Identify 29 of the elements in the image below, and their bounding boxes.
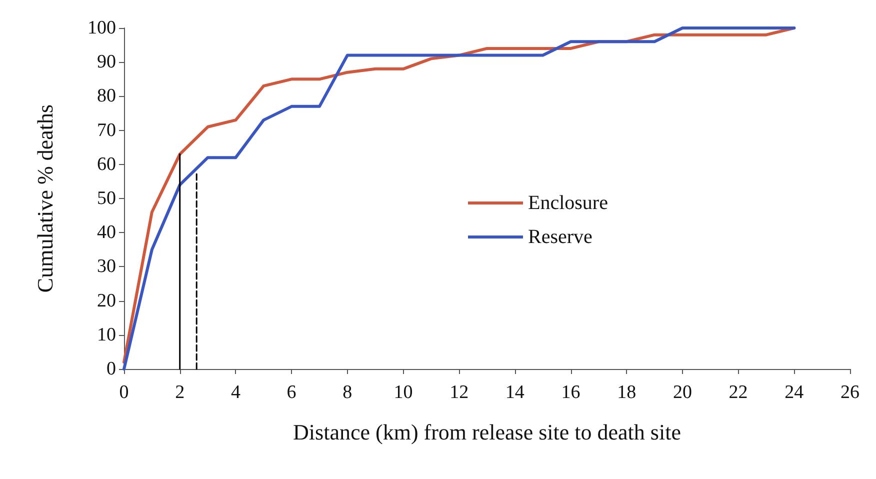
y-tick-label: 70: [97, 120, 116, 141]
x-tick-label: 6: [286, 382, 296, 403]
x-tick-label: 18: [617, 382, 636, 403]
y-tick-label: 30: [97, 256, 116, 278]
y-tick-label: 40: [97, 222, 116, 244]
x-tick-label: 24: [784, 382, 804, 403]
y-tick-label: 10: [97, 324, 116, 346]
legend-label: Reserve: [528, 226, 593, 248]
y-tick-label: 20: [97, 290, 116, 312]
y-tick-label: 80: [97, 86, 116, 107]
y-tick-label: 100: [88, 18, 116, 38]
x-tick-label: 22: [728, 382, 748, 403]
y-tick-label: 90: [97, 52, 116, 73]
x-tick-label: 4: [230, 382, 241, 403]
x-tick-label: 16: [561, 382, 580, 403]
x-tick-label: 10: [394, 382, 413, 403]
x-tick-label: 14: [505, 382, 525, 403]
x-tick-label: 0: [119, 382, 129, 403]
y-tick-label: 50: [97, 188, 116, 209]
x-tick-label: 26: [840, 382, 860, 403]
y-axis-title: Cumulative % deaths: [32, 104, 58, 293]
y-tick-label: 0: [106, 358, 116, 380]
x-tick-label: 20: [672, 382, 692, 403]
y-tick-label: 60: [97, 154, 116, 175]
x-tick-label: 8: [342, 382, 352, 403]
x-tick-label: 12: [450, 382, 469, 403]
legend-label: Enclosure: [528, 192, 608, 214]
x-axis-title: Distance (km) from release site to death site: [293, 420, 681, 444]
x-tick-label: 2: [175, 382, 185, 403]
